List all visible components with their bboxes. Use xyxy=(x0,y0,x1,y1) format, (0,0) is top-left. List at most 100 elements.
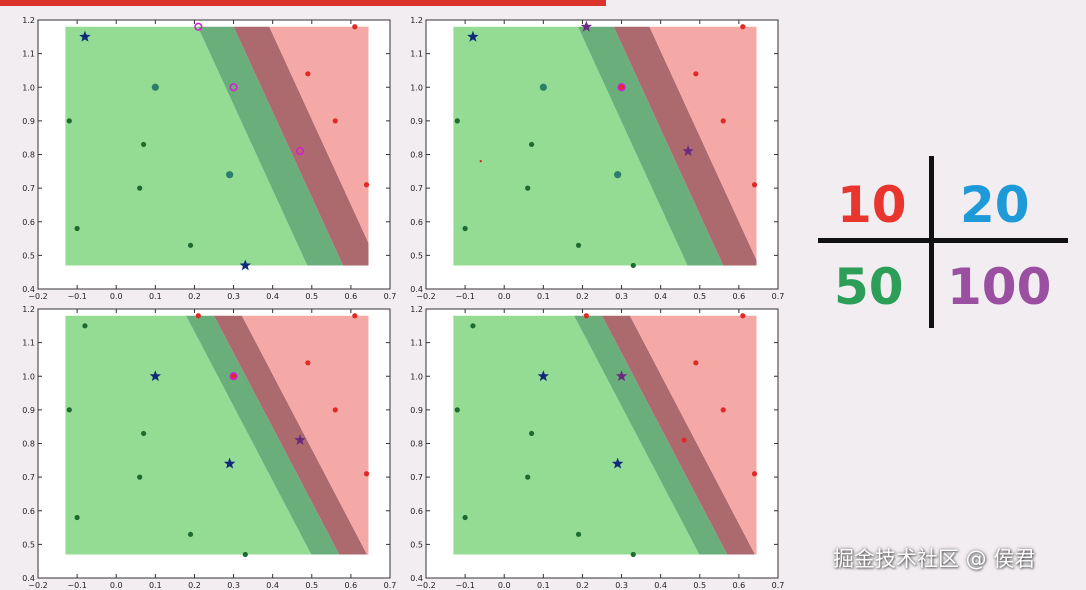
red-point xyxy=(230,373,237,379)
red-margin-band xyxy=(214,315,367,555)
c-value-legend: 10 20 50 100 xyxy=(812,150,1074,336)
green-point xyxy=(137,474,143,480)
x-tick-label: 0.5 xyxy=(693,292,706,301)
support-vector-red xyxy=(580,20,593,32)
red-point xyxy=(751,182,758,188)
support-vector-green xyxy=(467,30,479,42)
red-point xyxy=(740,24,746,30)
watermark: 掘金技术社区 @ 侯君 xyxy=(833,547,1036,571)
scatter-panel-c10: −0.2 −0.1 0.0 0.1 0.2 0.3 0.4 0.5 0.6 0.7 0.4 0.5 0.… xyxy=(22,16,396,301)
x-tick-label: 0.4 xyxy=(654,581,667,590)
x-tick-label: 0.5 xyxy=(305,581,318,590)
green-point xyxy=(74,225,80,232)
green-point xyxy=(630,551,636,558)
support-vector-teal xyxy=(614,171,622,179)
x-tick-label: 0.0 xyxy=(110,581,123,590)
green-region xyxy=(453,315,700,555)
support-vector-red xyxy=(229,372,238,381)
x-tick-label: 0.2 xyxy=(188,581,201,590)
green-point xyxy=(141,141,147,148)
x-tick-label: 0.0 xyxy=(498,292,511,301)
green-margin-band xyxy=(574,315,728,555)
legend-bottom-left-label: 50 xyxy=(834,258,904,316)
y-tick-label: 0.6 xyxy=(410,218,423,227)
x-tick-label: 0.1 xyxy=(537,292,550,301)
red-point xyxy=(751,471,758,477)
green-point xyxy=(525,474,531,480)
x-tick-label: 0.3 xyxy=(227,581,240,590)
x-tick-label: 0.2 xyxy=(188,292,201,301)
x-tick-label: 0.6 xyxy=(345,581,358,590)
y-tick-label: 1.0 xyxy=(410,372,423,381)
x-tick-label: 0.0 xyxy=(110,292,123,301)
red-point xyxy=(583,313,589,319)
x-tick-label: −0.1 xyxy=(455,292,474,301)
red-point xyxy=(352,24,358,30)
y-tick-label: 0.6 xyxy=(410,507,423,516)
green-point xyxy=(529,141,535,148)
red-margin-band xyxy=(613,26,757,266)
support-vector-red xyxy=(295,147,305,156)
green-point xyxy=(462,225,468,232)
red-point xyxy=(352,313,358,319)
x-tick-label: 0.1 xyxy=(149,581,162,590)
red-region xyxy=(269,26,369,244)
support-vector-red xyxy=(229,83,238,92)
support-vector-green xyxy=(537,370,550,382)
x-tick-label: 0.5 xyxy=(693,581,706,590)
red-point xyxy=(195,313,201,319)
green-point xyxy=(462,514,468,521)
green-margin-band xyxy=(197,26,344,266)
y-tick-label: 0.8 xyxy=(410,440,423,449)
green-point xyxy=(141,430,147,437)
red-point xyxy=(363,182,370,188)
x-tick-label: −0.2 xyxy=(28,292,47,301)
red-point xyxy=(332,407,338,413)
legend-top-left-label: 10 xyxy=(837,176,907,234)
y-tick-label: 0.9 xyxy=(22,117,35,126)
x-tick-label: −0.2 xyxy=(416,581,435,590)
y-tick-label: 0.8 xyxy=(22,151,35,160)
support-vector-red xyxy=(682,145,694,156)
green-point xyxy=(74,514,80,521)
red-margin-band xyxy=(233,26,369,266)
green-point xyxy=(525,185,531,191)
y-tick-label: 0.4 xyxy=(22,574,35,583)
support-vector-green xyxy=(223,457,236,469)
support-vector-green xyxy=(611,457,624,469)
y-tick-label: 0.5 xyxy=(22,251,35,260)
red-point xyxy=(332,118,338,124)
green-point xyxy=(529,430,535,437)
x-tick-label: 0.0 xyxy=(498,581,511,590)
red-point xyxy=(681,437,687,443)
y-tick-label: 0.8 xyxy=(22,440,35,449)
support-vector-green xyxy=(149,370,162,382)
x-tick-label: 0.7 xyxy=(772,292,785,301)
x-tick-label: 0.7 xyxy=(772,581,785,590)
x-tick-label: 0.5 xyxy=(305,292,318,301)
y-tick-label: 0.8 xyxy=(410,151,423,160)
scatter-panel-c50: −0.2 −0.1 0.0 0.1 0.2 0.3 0.4 0.5 0.6 0.7 0.4 0.5 0.… xyxy=(22,305,396,590)
green-point xyxy=(242,551,248,558)
x-tick-label: 0.6 xyxy=(733,581,746,590)
support-vector-teal xyxy=(151,83,159,91)
x-tick-label: −0.1 xyxy=(455,581,474,590)
x-tick-label: 0.6 xyxy=(345,292,358,301)
x-tick-label: −0.2 xyxy=(416,292,435,301)
x-tick-label: 0.4 xyxy=(266,292,279,301)
red-point xyxy=(305,71,311,77)
red-margin-band xyxy=(602,315,755,555)
y-tick-label: 1.0 xyxy=(410,83,423,92)
scatter-panel-c100: −0.2 −0.1 0.0 0.1 0.2 0.3 0.4 0.5 0.6 0.7 0.4 0.5 0.… xyxy=(410,305,784,590)
y-tick-label: 1.1 xyxy=(22,339,35,348)
red-point xyxy=(740,313,746,319)
green-point xyxy=(470,323,476,329)
green-point xyxy=(630,262,636,269)
red-point xyxy=(618,84,625,90)
support-vector-red xyxy=(617,83,626,92)
green-point xyxy=(137,185,143,191)
green-region xyxy=(453,26,688,266)
x-tick-label: 0.7 xyxy=(384,581,397,590)
y-tick-label: 1.2 xyxy=(22,16,35,25)
x-tick-label: 0.7 xyxy=(384,292,397,301)
